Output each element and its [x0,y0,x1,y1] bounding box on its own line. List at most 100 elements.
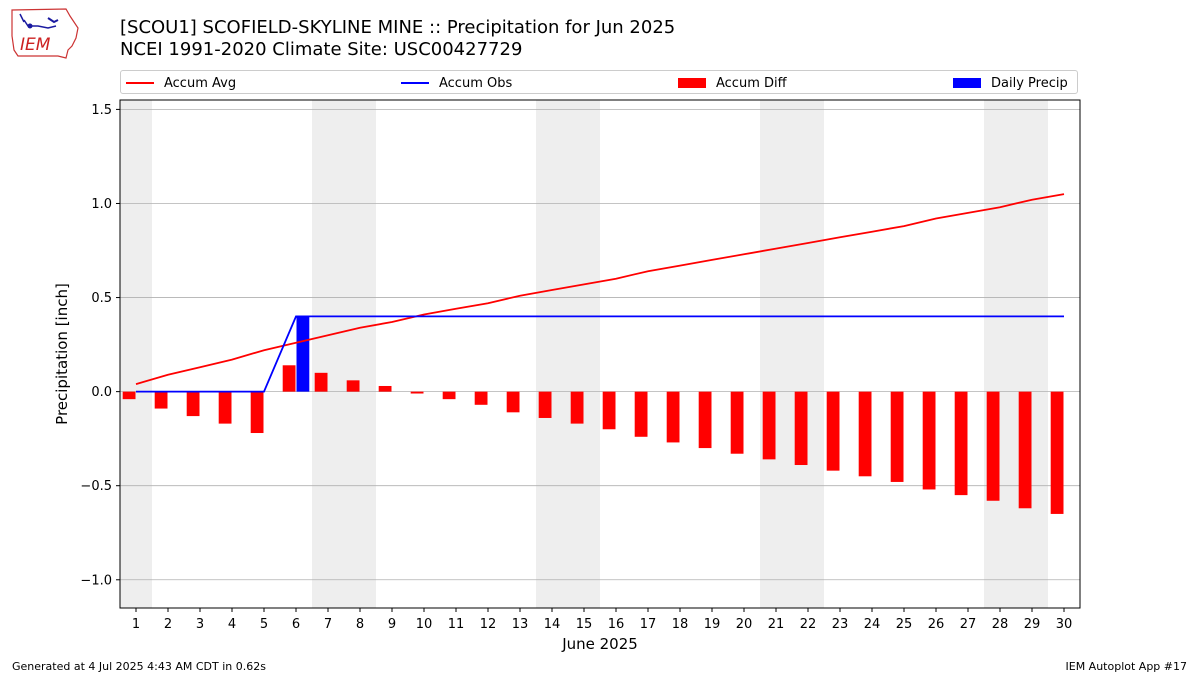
app-credit: IEM Autoplot App #17 [1065,660,1188,673]
x-tick-label: 7 [324,617,332,632]
x-axis-label: June 2025 [561,635,638,653]
iem-logo: IEM [11,8,79,59]
precipitation-chart: 1 2 3 4 5 6 7 8 9 10 11 12 13 14 15 16 17 18 19 20 21 22 23 24 2… [53,99,1081,653]
x-tick-label: 23 [832,617,849,632]
x-tick-label: 21 [768,617,785,632]
x-tick-label: 15 [576,617,593,632]
legend-swatch-accum-obs [401,82,429,84]
accum-diff-bar [1050,391,1064,514]
daily-precip-bar [296,316,310,392]
weekend-shade-2 [312,100,376,608]
x-tick-label: 20 [736,617,753,632]
chart-title: [SCOU1] SCOFIELD-SKYLINE MINE :: Precipi… [120,17,676,38]
accum-diff-bar [954,391,968,496]
accum-diff-bar [986,391,1000,501]
x-tick-label: 25 [896,617,913,632]
x-tick-label: 10 [416,617,433,632]
y-tick-label: 0.0 [91,385,112,400]
accum-diff-bar [410,391,424,394]
weekend-shade-1 [120,100,152,608]
accum-diff-bar [794,391,808,466]
accum-diff-bar [442,391,456,400]
legend-entry-accum-obs: Accum Obs [401,74,512,92]
accum-obs-line [136,315,1064,393]
legend: Accum Avg Accum Obs Accum Diff Daily Pre… [120,70,1078,94]
x-tick-label: 28 [992,617,1009,632]
accum-diff-bar [346,380,360,392]
legend-swatch-daily-precip [953,78,981,88]
legend-entry-accum-diff: Accum Diff [678,74,787,92]
x-tick-label: 4 [228,617,236,632]
x-tick-label: 30 [1056,617,1073,632]
generated-timestamp: Generated at 4 Jul 2025 4:43 AM CDT in 0… [12,660,266,673]
weekend-shade-4 [760,100,824,608]
x-tick-label: 1 [132,617,140,632]
accum-diff-bar [602,391,616,430]
x-tick-label: 26 [928,617,945,632]
x-tick-label: 5 [260,617,268,632]
weekend-shade-5 [984,100,1048,608]
x-tick-label: 9 [388,617,396,632]
x-tick-label: 17 [640,617,657,632]
accum-diff-bar [698,391,712,449]
x-tick-label: 2 [164,617,172,632]
accum-diff-bar [250,391,264,434]
bars [122,316,1064,514]
y-tick-label: 1.5 [91,103,112,118]
legend-label-accum-avg: Accum Avg [164,75,237,91]
accum-diff-bar [666,391,680,443]
y-axis-ticks: −1.0 −0.5 0.0 0.5 1.0 1.5 [80,103,120,588]
x-tick-label: 19 [704,617,721,632]
x-tick-label: 24 [864,617,881,632]
accum-diff-bar [538,391,552,418]
legend-label-accum-diff: Accum Diff [716,75,787,91]
x-tick-label: 11 [448,617,465,632]
x-tick-label: 12 [480,617,497,632]
x-tick-label: 27 [960,617,977,632]
accum-diff-bar [218,391,232,424]
grid-lines [120,109,1080,581]
logo-text: IEM [20,35,51,55]
x-tick-label: 16 [608,617,625,632]
accum-diff-bar [186,391,200,417]
legend-entry-daily-precip: Daily Precip [953,74,1068,92]
accum-diff-bar [730,391,744,454]
weekend-shade-3 [536,100,600,608]
series-lines [135,193,1065,393]
y-tick-label: −1.0 [80,573,112,588]
x-axis-ticks: 1 2 3 4 5 6 7 8 9 10 11 12 13 14 15 16 17 18 19 20 21 22 23 24 2… [132,608,1072,632]
legend-label-daily-precip: Daily Precip [991,75,1068,91]
accum-avg-line [135,193,1065,385]
x-tick-label: 13 [512,617,529,632]
accum-diff-bar [570,391,584,424]
x-tick-label: 14 [544,617,561,632]
legend-entry-accum-avg: Accum Avg [126,74,236,92]
accum-diff-bar [1018,391,1032,509]
accum-diff-bar [378,385,392,392]
accum-diff-bar [922,391,936,490]
accum-diff-bar [506,391,520,413]
x-tick-label: 22 [800,617,817,632]
x-tick-label: 8 [356,617,364,632]
y-tick-label: 1.0 [91,197,112,212]
accum-diff-bar [154,391,168,409]
legend-swatch-accum-avg [126,82,154,84]
y-axis-label: Precipitation [inch] [53,283,71,425]
accum-diff-bar [634,391,648,437]
accum-diff-bar [858,391,872,477]
plot-frame [119,99,1081,609]
x-tick-label: 3 [196,617,204,632]
accum-diff-bar [314,372,328,392]
chart-subtitle: NCEI 1991-2020 Climate Site: USC00427729 [120,39,523,60]
x-tick-label: 29 [1024,617,1041,632]
accum-diff-bar [122,391,136,400]
legend-label-accum-obs: Accum Obs [439,75,513,91]
accum-diff-bar [474,391,488,405]
accum-diff-bar [762,391,776,460]
x-tick-label: 6 [292,617,300,632]
accum-diff-bar [282,365,296,392]
x-tick-label: 18 [672,617,689,632]
accum-diff-bar [890,391,904,482]
y-tick-label: 0.5 [91,291,112,306]
weekend-shading [120,100,1048,608]
